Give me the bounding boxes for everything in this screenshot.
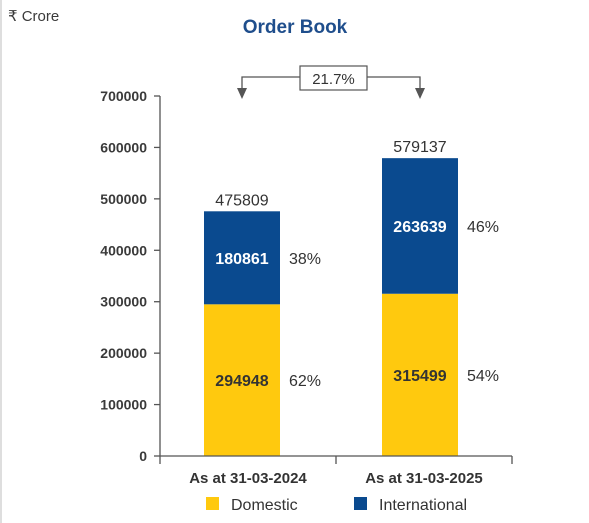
y-tick-label: 600000 [100, 139, 147, 155]
bar-value-label: 315499 [393, 368, 446, 385]
bar-total-label: 579137 [393, 139, 446, 156]
y-tick-label: 100000 [100, 397, 147, 413]
y-tick-label: 300000 [100, 294, 147, 310]
bar-percent-label: 62% [289, 373, 321, 390]
bar-segment-domestic [382, 293, 458, 456]
legend-swatch-international [354, 497, 367, 510]
y-tick-label: 500000 [100, 191, 147, 207]
growth-bracket-line [241, 76, 300, 88]
growth-bracket-line-right [367, 76, 421, 88]
legend-label-international: International [379, 497, 467, 514]
legend-swatch-domestic [206, 497, 219, 510]
y-tick-label: 700000 [100, 88, 147, 104]
bar-percent-label: 38% [289, 251, 321, 268]
growth-label: 21.7% [312, 71, 355, 88]
bar-segment-domestic [204, 304, 280, 456]
legend: Domestic International [206, 497, 467, 514]
bar-value-label: 294948 [215, 373, 268, 390]
bar-total-label: 475809 [215, 192, 268, 209]
bar-value-label: 180861 [215, 251, 268, 268]
y-tick-label: 0 [139, 448, 147, 464]
growth-label-box [299, 65, 368, 91]
bar-value-label: 263639 [393, 219, 446, 236]
y-tick-label: 400000 [100, 242, 147, 258]
chart-title: Order Book [243, 17, 348, 38]
bars: 294948 62% 180861 38% 475809 315499 54% 263639 4… [204, 139, 499, 456]
y-axis: 0 100000 200000 300000 400000 500000 600000 700… [100, 88, 161, 464]
y-tick-label: 200000 [100, 345, 147, 361]
growth-annotation: 21.7% [237, 65, 425, 99]
x-tick-label: As at 31-03-2025 [365, 470, 483, 487]
growth-arrow-left-icon [237, 88, 247, 99]
x-tick-label: As at 31-03-2024 [189, 470, 307, 487]
legend-label-domestic: Domestic [231, 497, 298, 514]
bar-percent-label: 54% [467, 368, 499, 385]
bar-segment-international [382, 158, 458, 294]
unit-label: ₹ Crore [8, 8, 59, 25]
x-axis: As at 31-03-2024 As at 31-03-2025 [159, 455, 513, 487]
bar-segment-international [204, 211, 280, 305]
growth-arrow-right-icon [415, 88, 425, 99]
bar-percent-label: 46% [467, 219, 499, 236]
